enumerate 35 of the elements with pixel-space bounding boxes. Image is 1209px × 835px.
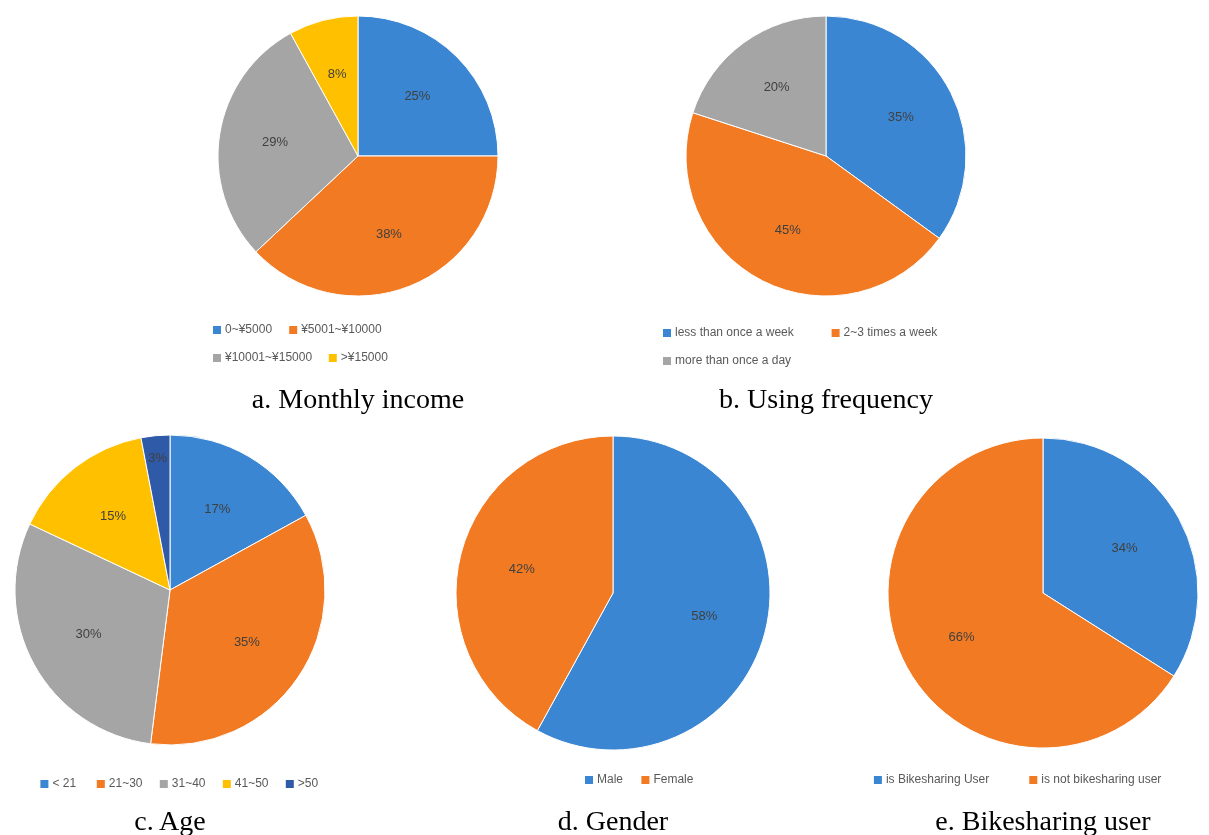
- data-label: 66%: [948, 629, 975, 645]
- legend-label: is not bikesharing user: [1041, 772, 1162, 787]
- legend-label: 21~30: [108, 776, 143, 791]
- legend-label: Male: [597, 772, 624, 787]
- legend-label: ¥10001~¥15000: [224, 350, 313, 365]
- text: b. Using frequency: [719, 383, 933, 414]
- legend-label: is Bikesharing User: [885, 772, 990, 787]
- data-label: 20%: [763, 79, 791, 95]
- data-label: 35%: [887, 109, 915, 125]
- data-label: 35%: [233, 633, 261, 649]
- legend-label: less than once a week: [675, 325, 795, 340]
- data-label: 3%: [148, 450, 168, 466]
- legend-label: Female: [653, 772, 694, 787]
- legend-label: < 21: [52, 776, 77, 791]
- legend-label: >50: [297, 776, 319, 791]
- legend-label: more than once a day: [675, 353, 792, 368]
- data-label: 58%: [691, 607, 718, 623]
- legend-label: >¥15000: [340, 350, 389, 365]
- text: d. Gender: [557, 805, 669, 835]
- data-label: 15%: [99, 507, 127, 523]
- legend-label: 2~3 times a week: [843, 325, 939, 340]
- data-label: 45%: [774, 222, 802, 238]
- data-label: 8%: [327, 66, 347, 82]
- data-label: 30%: [75, 626, 102, 642]
- data-label: 25%: [404, 88, 431, 104]
- data-label: 29%: [262, 134, 289, 150]
- legend-label: 0~¥5000: [225, 322, 273, 337]
- data-label: 34%: [1111, 539, 1138, 555]
- legend-label: 31~40: [171, 776, 206, 791]
- text: a. Monthly income: [251, 383, 465, 414]
- data-label: 17%: [204, 501, 231, 517]
- legend-label: 41~50: [234, 776, 269, 791]
- legend-label: ¥5001~¥10000: [300, 322, 382, 337]
- data-label: 38%: [375, 225, 403, 241]
- data-label: 42%: [508, 561, 536, 577]
